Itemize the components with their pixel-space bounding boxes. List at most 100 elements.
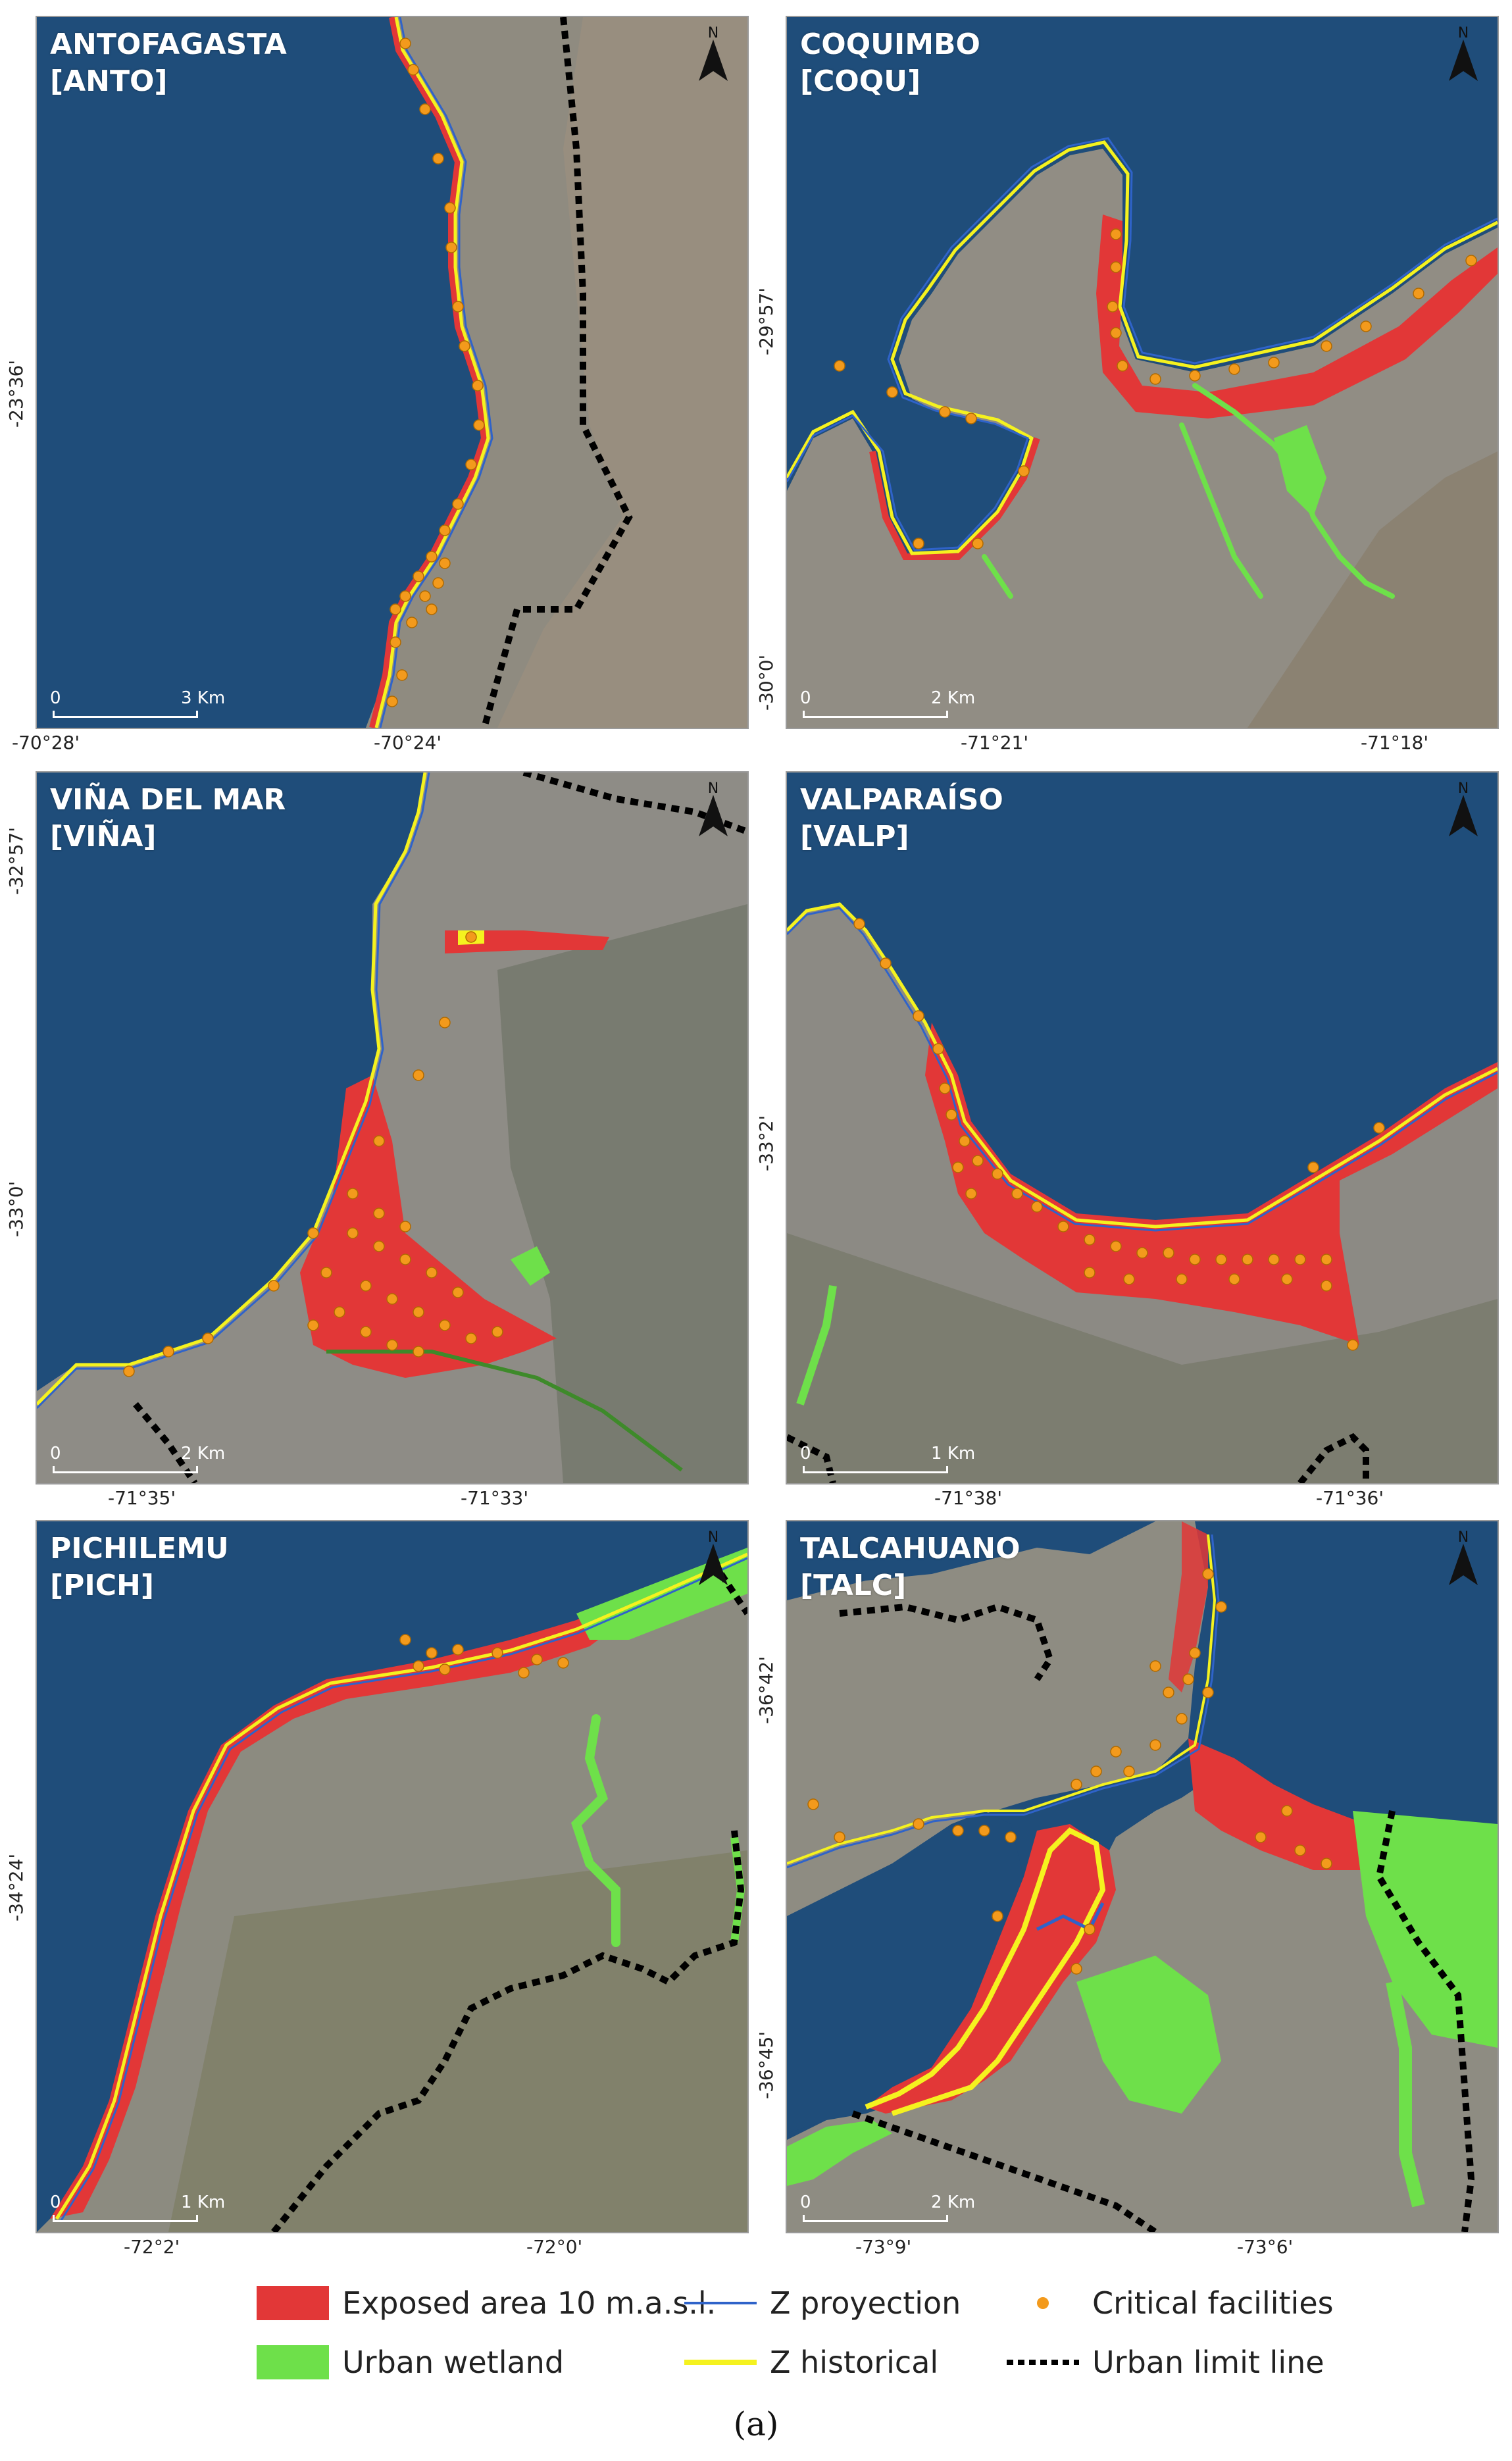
urban-wetland-east <box>1353 1811 1498 2048</box>
z-historical-coast <box>787 1534 1217 1865</box>
legend-label: Exposed area 10 m.a.s.l. <box>342 2285 717 2321</box>
legend-label: Z proyection <box>770 2285 961 2321</box>
urban-wetland-mid <box>1076 1956 1221 2114</box>
wetland-swatch <box>257 2345 329 2379</box>
north-arrow-icon: N <box>1444 25 1483 97</box>
hills <box>1247 451 1498 728</box>
legend-label: Urban wetland <box>342 2345 565 2380</box>
land-area-north <box>787 1521 1208 1916</box>
land-area <box>787 149 1498 728</box>
z-historical-line <box>787 140 1498 555</box>
panel-title: TALCAHUANO [TALC] <box>800 1531 1021 1604</box>
map-panel-coquimbo: COQUIMBO [COQU] N 0 2 Km <box>786 16 1499 729</box>
legend-urban-limit: Urban limit line <box>1007 2343 1324 2382</box>
y-tick: -33°0' <box>5 1180 27 1237</box>
coastline-exposure <box>869 437 1040 560</box>
city-code: [ANTO] <box>50 64 168 98</box>
x-tick: -70°24' <box>374 732 442 753</box>
north-label: N <box>707 25 719 41</box>
city-code: [TALC] <box>800 1569 907 1602</box>
north-label: N <box>1457 25 1469 41</box>
z-projection-swatch <box>684 2302 757 2304</box>
north-arrow-icon: N <box>693 25 733 97</box>
coquimbo-map <box>787 137 1498 728</box>
z-projection-line <box>787 137 1498 551</box>
limit-swatch <box>1007 2360 1079 2365</box>
desert-hills <box>497 17 747 728</box>
z-historical-line <box>865 1827 1106 2116</box>
exposed-area <box>300 1075 557 1378</box>
z-projection-line <box>37 773 430 1409</box>
scale-bar: 0 2 Km <box>46 1444 243 1477</box>
urban-limit-line <box>481 17 633 728</box>
valparaiso-map <box>787 902 1498 1483</box>
urban-limit-line <box>522 773 747 835</box>
panel-title: VALPARAÍSO [VALP] <box>800 782 1003 855</box>
urban-limit-line <box>271 1830 745 2232</box>
city-name: TALCAHUANO <box>800 1532 1021 1565</box>
z-historical-line <box>55 1552 747 2220</box>
scale-zero: 0 <box>800 688 811 708</box>
pichilemu-map <box>37 1548 747 2232</box>
urban-limit-line-east <box>1298 1433 1369 1483</box>
scale-zero: 0 <box>50 688 61 708</box>
scale-end: 2 Km <box>181 1444 226 1463</box>
river-exposure <box>326 1350 683 1472</box>
exposed-area <box>1096 215 1498 419</box>
z-projection-line <box>787 907 1498 1232</box>
z-projection-coast <box>787 1534 1220 1869</box>
x-tick: -71°21' <box>961 732 1029 753</box>
talcahuano-map <box>787 1521 1498 2232</box>
y-tick: -30°0' <box>755 654 777 711</box>
city-name: VALPARAÍSO <box>800 783 1003 817</box>
exposed-area-bay <box>866 1824 1116 2114</box>
north-arrow-icon: N <box>1444 780 1483 853</box>
y-tick: -29°57' <box>755 287 777 355</box>
x-tick: -72°0' <box>526 2236 583 2258</box>
urban-wetland <box>982 383 1395 599</box>
hills <box>787 1233 1498 1483</box>
map-panel-valparaiso: VALPARAÍSO [VALP] N 0 1 Km <box>786 771 1499 1484</box>
scale-end: 3 Km <box>181 688 226 708</box>
north-arrow-icon: N <box>693 780 733 853</box>
z-projection-line <box>59 1557 747 2222</box>
scale-bar: 0 1 Km <box>796 1444 994 1477</box>
urban-limit-line-south <box>851 2110 1157 2232</box>
legend-urban-wetland: Urban wetland <box>257 2343 564 2382</box>
panel-title: VIÑA DEL MAR [VIÑA] <box>50 782 286 855</box>
hills <box>497 904 747 1483</box>
city-code: [VIÑA] <box>50 820 157 853</box>
urban-limit-line-south <box>133 1402 198 1483</box>
exposed-area <box>925 1023 1498 1345</box>
y-tick: -23°36' <box>5 359 27 428</box>
critical-facilities <box>386 38 485 707</box>
vina-del-mar-map <box>37 773 747 1483</box>
critical-facilities <box>807 1568 1332 1975</box>
north-label: N <box>1457 780 1469 797</box>
urban-wetland-strip <box>1386 1981 1425 2208</box>
exposed-swatch <box>257 2286 329 2320</box>
north-arrow-icon: N <box>693 1529 733 1602</box>
z-historical-line <box>37 773 427 1406</box>
x-tick: -71°36' <box>1316 1487 1384 1509</box>
scale-bar: 0 2 Km <box>796 688 994 721</box>
z-projection-line <box>379 17 493 728</box>
scale-bar: 0 1 Km <box>46 2193 243 2225</box>
north-label: N <box>707 780 719 797</box>
scale-bar: 0 2 Km <box>796 2193 994 2225</box>
scale-zero: 0 <box>50 1444 61 1463</box>
map-panel-talcahuano: TALCAHUANO [TALC] N 0 2 Km <box>786 1520 1499 2233</box>
scale-end: 2 Km <box>931 688 976 708</box>
city-name: ANTOFAGASTA <box>50 28 287 61</box>
legend-z-historical: Z historical <box>684 2343 938 2382</box>
scale-end: 1 Km <box>181 2193 226 2212</box>
critical-facilities <box>399 1634 569 1679</box>
y-tick: -33°2' <box>755 1115 777 1171</box>
urban-limit-line-east <box>1375 1810 1475 2232</box>
y-tick: -32°57' <box>5 826 27 895</box>
x-tick: -71°18' <box>1361 732 1429 753</box>
panel-title: COQUIMBO [COQU] <box>800 26 980 100</box>
city-name: COQUIMBO <box>800 28 980 61</box>
legend-critical-facilities: Critical facilities <box>1007 2283 1334 2323</box>
y-tick: -34°24' <box>5 1853 27 1921</box>
